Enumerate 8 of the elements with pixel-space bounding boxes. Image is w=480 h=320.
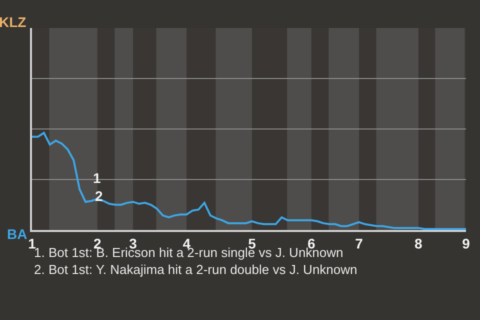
annotation: 1 <box>93 170 101 186</box>
text: KLZ <box>0 14 27 30</box>
x-tick-label: 7 <box>355 236 364 252</box>
text: BA <box>7 226 28 242</box>
x-tick-label: 1 <box>28 236 36 252</box>
text: 2. Bot 1st: Y. Nakajima hit a 2-run double vs J. Unknown <box>34 262 358 277</box>
x-tick-label: 8 <box>414 236 423 252</box>
x-tick-label: 9 <box>462 236 470 252</box>
